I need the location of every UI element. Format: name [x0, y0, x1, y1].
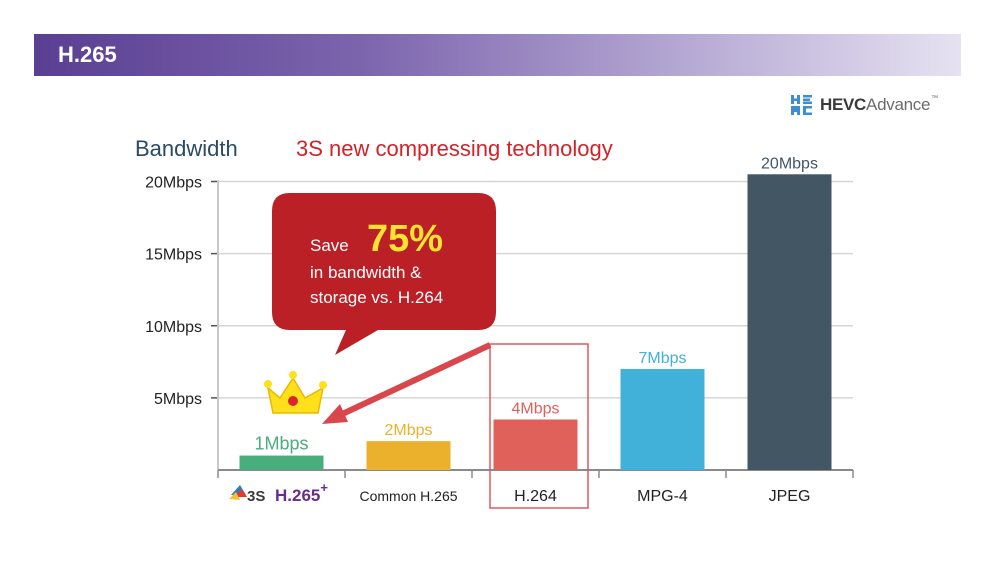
x-tick-labels: H.265+ Common H.265 H.264 MPG-4 JPEG [275, 480, 810, 505]
value-labels: 1Mbps 2Mbps 4Mbps 7Mbps 20Mbps [254, 155, 817, 453]
crown-icon [264, 371, 327, 414]
x-tick-label: MPG-4 [637, 488, 688, 505]
bar [620, 369, 705, 470]
value-label: 4Mbps [511, 401, 559, 418]
bars [239, 174, 832, 470]
y-tick-label: 5Mbps [154, 391, 202, 408]
svg-text:3S: 3S [247, 488, 265, 505]
bar [239, 455, 324, 470]
y-tick-label: 20Mbps [145, 175, 202, 192]
logo-text-bold: HEVC [820, 95, 867, 114]
bar [493, 419, 578, 470]
savings-callout: Save 75% in bandwidth & storage vs. H.26… [272, 193, 496, 355]
h264-highlight-box [489, 343, 589, 509]
y-tick-labels: 5Mbps 10Mbps 15Mbps 20Mbps [145, 175, 202, 408]
logo-tm: ™ [931, 95, 938, 102]
header-banner: H.265 [34, 34, 961, 76]
page-title: H.265 [58, 42, 117, 67]
bar [747, 174, 832, 470]
callout-line-3: storage vs. H.264 [310, 288, 443, 307]
3s-logo-icon: 3S [229, 485, 265, 505]
callout-bubble [272, 193, 496, 355]
logo-text: HEVCAdvance™ [820, 95, 938, 115]
callout-save-text: Save [310, 236, 349, 255]
hevc-logo-icon [791, 95, 812, 115]
hevc-advance-logo: HEVCAdvance™ [790, 92, 938, 118]
comparison-arrow [322, 342, 492, 424]
chart-title: 3S new compressing technology [296, 136, 613, 161]
value-label: 1Mbps [254, 434, 308, 454]
y-tick-label: 10Mbps [145, 319, 202, 336]
value-label: 20Mbps [761, 155, 818, 172]
x-tick-label: JPEG [769, 488, 811, 505]
x-axis-separators [217, 470, 854, 478]
x-tick-label: H.264 [514, 488, 557, 505]
callout-line-2: in bandwidth & [310, 263, 422, 282]
callout-percentage: 75% [367, 218, 443, 260]
bar [366, 441, 451, 470]
x-tick-label: Common H.265 [359, 488, 457, 504]
value-label: 2Mbps [384, 422, 432, 439]
x-tick-label: H.265+ [275, 480, 328, 505]
x-tick-superscript: + [320, 480, 328, 495]
value-label: 7Mbps [638, 350, 686, 367]
logo-text-light: Advance [866, 95, 931, 114]
y-axis-title: Bandwidth [135, 136, 238, 161]
y-tick-label: 15Mbps [145, 247, 202, 264]
